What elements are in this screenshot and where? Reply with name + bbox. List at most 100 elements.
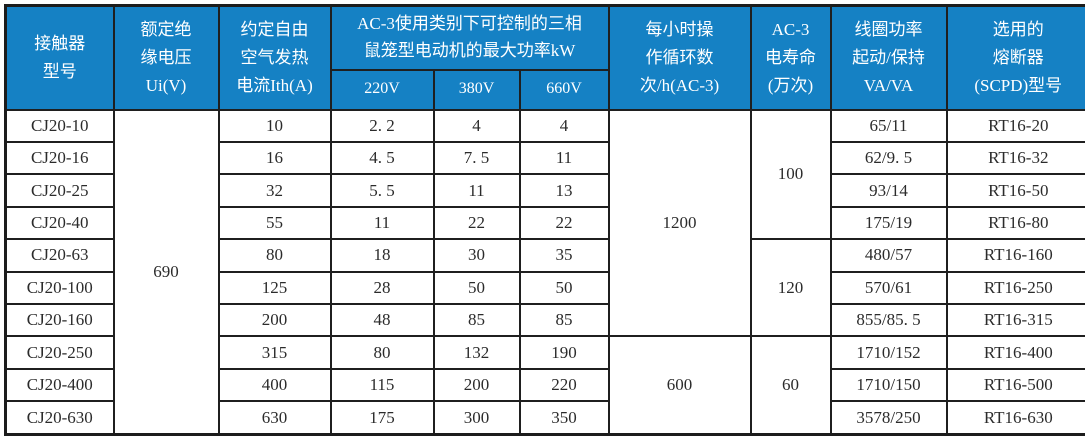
cell-p220: 5. 5 xyxy=(329,173,435,208)
cell-model: CJ20-100 xyxy=(4,270,115,306)
table-row: CJ20-10 690 10 2. 2 4 4 1200 100 65/11 R… xyxy=(4,108,1085,436)
cell-insulation-voltage-merged: 690 xyxy=(112,108,220,436)
header-fuse: 选用的 熔断器 (SCPD)型号 xyxy=(945,4,1085,111)
header-thermal-current: 约定自由 空气发热 电流Ith(A) xyxy=(217,4,332,111)
cell-model: CJ20-63 xyxy=(4,238,115,273)
table-row: CJ20-40 55 11 22 22 175/19 RT16-80 xyxy=(4,205,1085,241)
table-row: CJ20-400 400 115 200 220 1710/150 RT16-5… xyxy=(4,367,1085,403)
cell-p660: 85 xyxy=(518,303,610,338)
cell-coil: 1710/150 xyxy=(829,367,948,403)
header-220v: 220V xyxy=(329,68,435,111)
contactor-spec-table: 接触器 型号 额定绝 缘电压 Ui(V) 约定自由 空气发热 电流Ith(A) … xyxy=(4,4,1085,436)
cell-fuse: RT16-32 xyxy=(945,140,1085,176)
cell-ith: 315 xyxy=(217,335,332,370)
table-row: CJ20-63 80 18 30 35 120 480/57 RT16-160 xyxy=(4,238,1085,338)
cell-coil: 65/11 xyxy=(829,108,948,143)
cell-model: CJ20-16 xyxy=(4,140,115,176)
cell-fuse: RT16-500 xyxy=(945,367,1085,403)
cell-p660: 11 xyxy=(518,140,610,176)
cell-model: CJ20-40 xyxy=(4,205,115,241)
cell-p220: 2. 2 xyxy=(329,108,435,143)
cell-p380: 85 xyxy=(432,303,521,338)
cell-p380: 30 xyxy=(432,238,521,273)
cell-coil: 1710/152 xyxy=(829,335,948,370)
table-row: CJ20-16 16 4. 5 7. 5 11 62/9. 5 RT16-32 xyxy=(4,140,1085,176)
cell-coil: 3578/250 xyxy=(829,400,948,436)
header-cycles-per-hour: 每小时操 作循环数 次/h(AC-3) xyxy=(607,4,752,111)
cell-fuse: RT16-315 xyxy=(945,303,1085,338)
cell-fuse: RT16-50 xyxy=(945,173,1085,208)
cell-ith: 125 xyxy=(217,270,332,306)
cell-p380: 11 xyxy=(432,173,521,208)
cell-p220: 4. 5 xyxy=(329,140,435,176)
cell-model: CJ20-630 xyxy=(4,400,115,436)
cell-coil: 855/85. 5 xyxy=(829,303,948,338)
header-row-2: 220V 380V 660V xyxy=(6,68,1085,111)
cell-ith: 55 xyxy=(217,205,332,241)
cell-life-merged-mid: 120 xyxy=(749,238,832,338)
cell-model: CJ20-10 xyxy=(4,108,115,143)
table-row: CJ20-160 200 48 85 85 855/85. 5 RT16-315 xyxy=(4,303,1085,338)
cell-fuse: RT16-250 xyxy=(945,270,1085,306)
header-insulation-voltage: 额定绝 缘电压 Ui(V) xyxy=(112,4,220,111)
cell-cycles-merged-bottom: 600 xyxy=(607,335,752,436)
cell-p660: 190 xyxy=(518,335,610,370)
table-row: CJ20-100 125 28 50 50 570/61 RT16-250 xyxy=(4,270,1085,306)
cell-model: CJ20-400 xyxy=(4,367,115,403)
cell-ith: 10 xyxy=(217,108,332,143)
cell-fuse: RT16-630 xyxy=(945,400,1085,436)
cell-p380: 300 xyxy=(432,400,521,436)
cell-life-merged-bottom: 60 xyxy=(749,335,832,436)
cell-ith: 400 xyxy=(217,367,332,403)
cell-p380: 7. 5 xyxy=(432,140,521,176)
cell-p220: 175 xyxy=(329,400,435,436)
cell-fuse: RT16-160 xyxy=(945,238,1085,273)
cell-ith: 630 xyxy=(217,400,332,436)
header-power-group: AC-3使用类别下可控制的三相 鼠笼型电动机的最大功率kW xyxy=(329,4,610,71)
cell-model: CJ20-160 xyxy=(4,303,115,338)
cell-p220: 80 xyxy=(329,335,435,370)
header-row-1: 接触器 型号 额定绝 缘电压 Ui(V) 约定自由 空气发热 电流Ith(A) … xyxy=(4,4,1085,111)
header-380v: 380V xyxy=(432,68,521,111)
cell-p660: 22 xyxy=(518,205,610,241)
cell-p660: 220 xyxy=(518,367,610,403)
header-model: 接触器 型号 xyxy=(4,4,115,111)
cell-p380: 50 xyxy=(432,270,521,306)
cell-p220: 18 xyxy=(329,238,435,273)
cell-coil: 570/61 xyxy=(829,270,948,306)
cell-p220: 11 xyxy=(329,205,435,241)
cell-p660: 4 xyxy=(518,108,610,143)
cell-model: CJ20-250 xyxy=(4,335,115,370)
cell-p660: 50 xyxy=(518,270,610,306)
cell-p660: 35 xyxy=(518,238,610,273)
cell-ith: 80 xyxy=(217,238,332,273)
table-row: CJ20-25 32 5. 5 11 13 93/14 RT16-50 xyxy=(4,173,1085,208)
cell-p660: 350 xyxy=(518,400,610,436)
cell-life-merged-top: 100 xyxy=(749,108,832,241)
table-row: CJ20-630 630 175 300 350 3578/250 RT16-6… xyxy=(4,400,1085,436)
cell-cycles-merged-top: 1200 xyxy=(607,108,752,338)
cell-ith: 200 xyxy=(217,303,332,338)
cell-ith: 32 xyxy=(217,173,332,208)
cell-p660: 13 xyxy=(518,173,610,208)
cell-p380: 132 xyxy=(432,335,521,370)
cell-model: CJ20-25 xyxy=(4,173,115,208)
header-coil-power: 线圈功率 起动/保持 VA/VA xyxy=(829,4,948,111)
cell-fuse: RT16-400 xyxy=(945,335,1085,370)
cell-p380: 200 xyxy=(432,367,521,403)
cell-p220: 115 xyxy=(329,367,435,403)
cell-coil: 175/19 xyxy=(829,205,948,241)
cell-p220: 28 xyxy=(329,270,435,306)
cell-p220: 48 xyxy=(329,303,435,338)
cell-ith: 16 xyxy=(217,140,332,176)
cell-p380: 22 xyxy=(432,205,521,241)
header-660v: 660V xyxy=(518,68,610,111)
cell-coil: 62/9. 5 xyxy=(829,140,948,176)
cell-p380: 4 xyxy=(432,108,521,143)
cell-coil: 480/57 xyxy=(829,238,948,273)
cell-fuse: RT16-80 xyxy=(945,205,1085,241)
cell-coil: 93/14 xyxy=(829,173,948,208)
table-row: CJ20-250 315 80 132 190 600 60 1710/152 … xyxy=(4,335,1085,436)
cell-fuse: RT16-20 xyxy=(945,108,1085,143)
